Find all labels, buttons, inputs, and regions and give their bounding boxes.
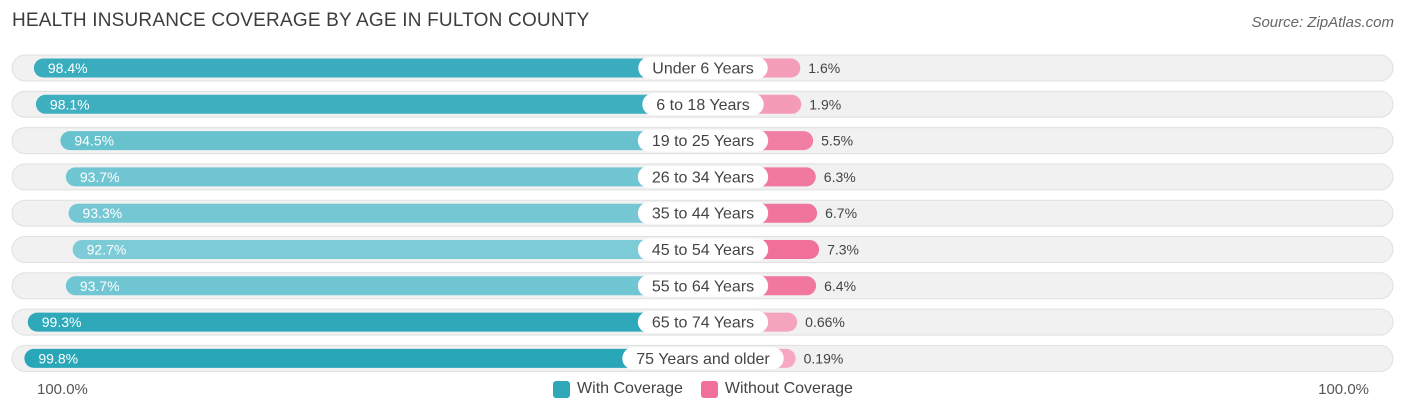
legend-label-with-coverage: With Coverage [577, 380, 683, 397]
value-label-with-coverage: 94.5% [74, 133, 114, 149]
chart-title: HEALTH INSURANCE COVERAGE BY AGE IN FULT… [12, 10, 590, 31]
axis-right-label: 100.0% [1318, 381, 1369, 398]
value-label-with-coverage: 99.8% [38, 350, 78, 366]
category-label-pill [637, 129, 769, 152]
value-label-without-coverage: 6.4% [824, 278, 856, 294]
bar-with-coverage [65, 167, 704, 187]
category-label: 75 Years and older [636, 351, 770, 368]
value-label-without-coverage: 1.9% [809, 96, 841, 112]
bar-with-coverage [65, 276, 704, 296]
category-label-pill [637, 311, 769, 334]
value-label-with-coverage: 98.1% [50, 96, 90, 112]
category-label: 55 to 64 Years [652, 278, 754, 295]
legend-swatch-without-coverage [700, 380, 718, 398]
value-label-with-coverage: 93.7% [80, 169, 120, 185]
category-label-pill [637, 238, 769, 261]
bar-with-coverage [72, 240, 703, 259]
value-label-without-coverage: 6.7% [825, 205, 857, 221]
category-label-pill [637, 274, 769, 297]
category-label-pill [622, 347, 784, 370]
category-label: 45 to 54 Years [652, 242, 754, 259]
category-label: 26 to 34 Years [652, 169, 754, 186]
bar-with-coverage [60, 131, 703, 151]
value-label-without-coverage: 1.6% [808, 60, 840, 76]
legend-swatch-with-coverage [553, 380, 571, 398]
category-label: Under 6 Years [652, 61, 753, 78]
source-label: Source: ZipAtlas.com [1251, 14, 1394, 31]
value-label-without-coverage: 0.66% [805, 314, 845, 330]
legend: With Coverage Without Coverage [0, 380, 1406, 398]
category-label: 35 to 44 Years [652, 206, 754, 223]
bar-with-coverage [33, 58, 703, 78]
value-label-with-coverage: 98.4% [48, 60, 88, 76]
value-label-without-coverage: 5.5% [821, 133, 853, 149]
bar-with-coverage [35, 94, 704, 114]
category-label-pill [642, 93, 764, 116]
bar-with-coverage [24, 348, 704, 368]
legend-item-with-coverage[interactable]: With Coverage [553, 380, 683, 398]
value-label-without-coverage: 0.19% [804, 350, 844, 366]
value-label-with-coverage: 92.7% [87, 242, 127, 258]
category-label-pill [637, 165, 769, 188]
value-label-without-coverage: 7.3% [827, 242, 859, 258]
value-label-with-coverage: 93.7% [80, 278, 120, 294]
legend-item-without-coverage[interactable]: Without Coverage [700, 380, 853, 398]
legend-label-without-coverage: Without Coverage [724, 380, 853, 397]
category-label: 65 to 74 Years [652, 315, 754, 332]
bar-with-coverage [27, 312, 703, 332]
category-label: 19 to 25 Years [652, 133, 754, 150]
category-label: 6 to 18 Years [656, 97, 749, 114]
category-label-pill [637, 202, 769, 225]
bar-with-coverage [68, 203, 703, 223]
axis-left-label: 100.0% [37, 381, 88, 398]
value-label-without-coverage: 6.3% [824, 169, 856, 185]
value-label-with-coverage: 99.3% [42, 314, 82, 330]
value-label-with-coverage: 93.3% [83, 205, 123, 221]
category-label-pill [638, 57, 768, 79]
diverging-bar-chart: 98.4% Under 6 Years 1.6% 98.1% 6 to 18 Years… [11, 54, 1394, 372]
